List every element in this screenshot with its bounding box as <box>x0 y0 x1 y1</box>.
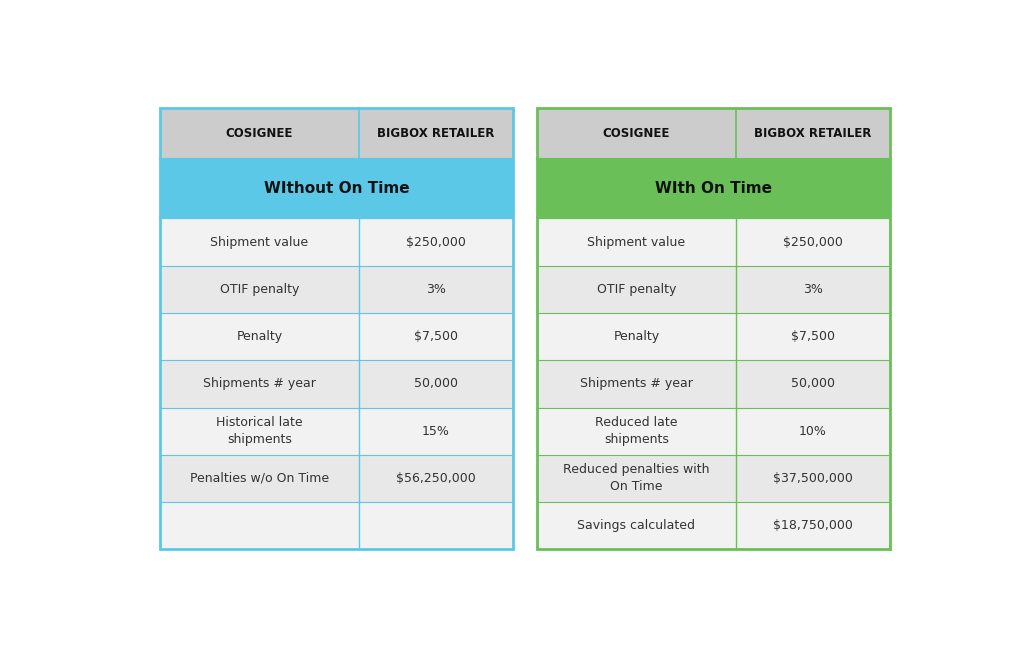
Bar <box>537 360 890 408</box>
Text: Reduced penalties with
On Time: Reduced penalties with On Time <box>563 464 710 493</box>
Text: $7,500: $7,500 <box>792 330 835 343</box>
Bar <box>537 455 890 502</box>
Text: 50,000: 50,000 <box>792 378 835 391</box>
Text: Savings calculated: Savings calculated <box>578 519 695 532</box>
Text: OTIF penalty: OTIF penalty <box>597 283 676 296</box>
Text: Reduced late
shipments: Reduced late shipments <box>595 416 678 446</box>
Bar <box>160 159 513 219</box>
Bar <box>537 408 890 455</box>
Text: $18,750,000: $18,750,000 <box>773 519 853 532</box>
Text: OTIF penalty: OTIF penalty <box>220 283 299 296</box>
Text: Shipment value: Shipment value <box>588 236 685 249</box>
Bar <box>537 159 890 219</box>
Text: Penalty: Penalty <box>237 330 283 343</box>
Text: BIGBOX RETAILER: BIGBOX RETAILER <box>755 127 871 140</box>
Text: Penalties w/o On Time: Penalties w/o On Time <box>189 472 329 485</box>
Text: Penalty: Penalty <box>613 330 659 343</box>
Bar <box>160 219 513 266</box>
Text: WIth On Time: WIth On Time <box>654 181 772 196</box>
Bar <box>160 108 513 549</box>
Bar <box>537 313 890 360</box>
Bar <box>160 502 513 549</box>
Text: COSIGNEE: COSIGNEE <box>603 127 670 140</box>
Bar <box>537 266 890 313</box>
Text: 50,000: 50,000 <box>414 378 458 391</box>
Text: Historical late
shipments: Historical late shipments <box>216 416 303 446</box>
Text: $56,250,000: $56,250,000 <box>396 472 476 485</box>
Text: $250,000: $250,000 <box>407 236 466 249</box>
Bar <box>160 313 513 360</box>
Text: 3%: 3% <box>426 283 446 296</box>
Text: Shipment value: Shipment value <box>211 236 308 249</box>
Text: $250,000: $250,000 <box>783 236 843 249</box>
Text: Shipments # year: Shipments # year <box>203 378 316 391</box>
Text: WIthout On Time: WIthout On Time <box>263 181 410 196</box>
Bar <box>537 108 890 159</box>
Bar <box>160 108 513 159</box>
Bar <box>537 219 890 266</box>
Bar <box>537 108 890 549</box>
Text: 15%: 15% <box>422 424 450 437</box>
Bar <box>537 502 890 549</box>
Bar <box>160 455 513 502</box>
Text: $7,500: $7,500 <box>414 330 458 343</box>
Text: BIGBOX RETAILER: BIGBOX RETAILER <box>378 127 495 140</box>
Text: 3%: 3% <box>803 283 823 296</box>
Bar <box>160 360 513 408</box>
Text: 10%: 10% <box>799 424 827 437</box>
Bar <box>160 266 513 313</box>
Bar <box>160 408 513 455</box>
Text: COSIGNEE: COSIGNEE <box>226 127 293 140</box>
Text: Shipments # year: Shipments # year <box>580 378 693 391</box>
Text: $37,500,000: $37,500,000 <box>773 472 853 485</box>
